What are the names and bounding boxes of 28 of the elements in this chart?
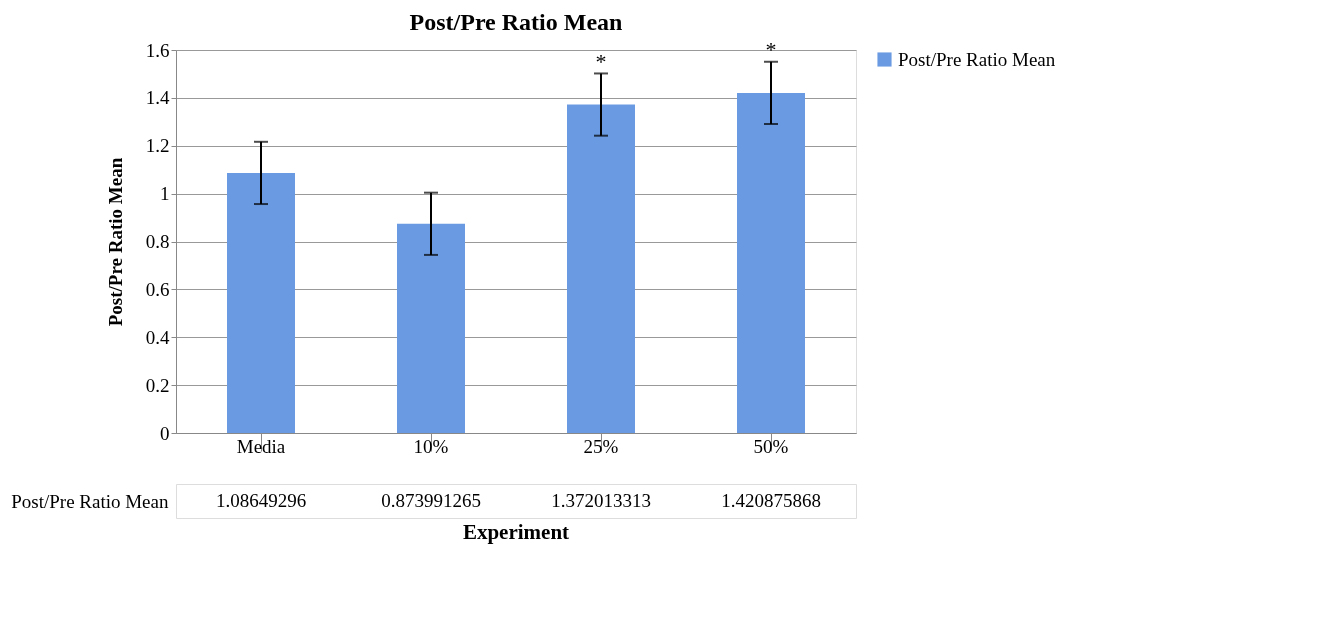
chart-title: Post/Pre Ratio Mean <box>409 8 623 35</box>
y-tick-label: 1.2 <box>145 135 170 157</box>
x-axis-title: Experiment <box>462 520 570 544</box>
data-label: 0.873991265 <box>381 490 481 511</box>
y-tick-label: 0.8 <box>145 231 170 252</box>
y-axis-title: Post/Pre Ratio Mean <box>104 157 126 327</box>
legend-label: Post/Pre Ratio Mean <box>898 48 1056 70</box>
data-label: 1.08649296 <box>215 490 307 511</box>
bar <box>567 104 635 433</box>
x-tick-label: 50% <box>753 435 789 457</box>
annotation: * <box>595 48 607 74</box>
y-tick-label: 0.4 <box>145 326 170 348</box>
x-tick-label: 25% <box>583 435 619 457</box>
bar <box>397 223 465 433</box>
bar <box>227 172 295 433</box>
y-tick-label: 1 <box>160 183 170 205</box>
x-tick-label: 10% <box>413 435 449 457</box>
data-label: 1.420875868 <box>721 490 821 511</box>
y-tick-label: 1.6 <box>145 39 170 61</box>
y-tick-label: 0.2 <box>145 374 170 396</box>
data-label: 1.372013313 <box>551 490 651 511</box>
y-tick-label: 0 <box>160 422 170 444</box>
x-tick-label: Media <box>236 435 286 457</box>
y-tick-label: 0.6 <box>145 278 170 300</box>
bar <box>737 92 805 433</box>
text: Post/Pre Ratio Mean <box>11 490 169 512</box>
annotation: * <box>765 36 777 62</box>
y-tick-label: 1.4 <box>145 87 170 109</box>
